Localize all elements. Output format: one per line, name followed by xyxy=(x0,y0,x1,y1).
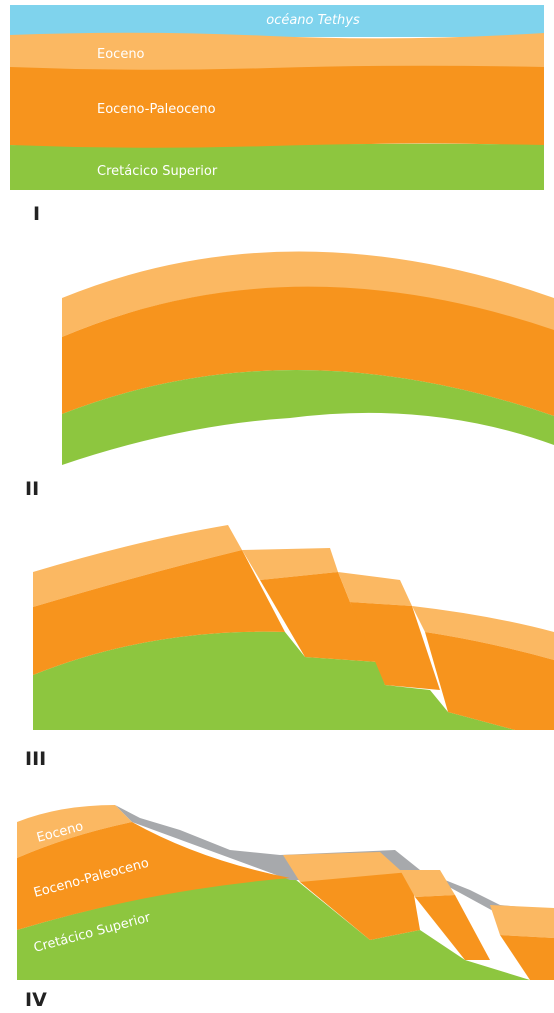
panel-label: IV xyxy=(25,989,47,1011)
eocene-layer xyxy=(412,606,554,660)
panel-1: océano Tethys Eoceno Eoceno-Paleoceno Cr… xyxy=(10,5,544,225)
eocene-paleocene-layer xyxy=(62,286,554,416)
eocene-paleocene-layer xyxy=(500,935,554,980)
eocene-paleocene-layer xyxy=(300,872,420,940)
eocene-layer xyxy=(490,905,554,938)
eocene-layer xyxy=(62,251,554,337)
eocene-paleocene-layer xyxy=(17,822,290,930)
layer-label: Eoceno xyxy=(97,47,145,62)
panel-2: II xyxy=(25,251,554,500)
eocene-paleocene-layer xyxy=(350,602,440,690)
layer-label: Eoceno-Paleoceno xyxy=(97,102,216,117)
eocene-layer xyxy=(17,805,132,858)
cretaceous-layer xyxy=(10,143,544,190)
eocene-paleocene-layer xyxy=(260,572,378,662)
panel-3: III xyxy=(25,525,554,770)
cretaceous-layer xyxy=(33,631,515,730)
eocene-paleocene-layer xyxy=(10,65,544,152)
eocene-layer xyxy=(10,32,544,73)
panel-label: II xyxy=(25,478,39,500)
cretaceous-layer xyxy=(17,875,530,980)
ocean-label: océano Tethys xyxy=(266,13,360,28)
panel-4: Eoceno Eoceno-Paleoceno Cretácico Superi… xyxy=(17,805,554,1011)
eocene-layer xyxy=(400,870,455,897)
ocean-layer xyxy=(10,5,544,37)
panel-label: I xyxy=(33,203,40,225)
cretaceous-layer xyxy=(62,369,554,465)
eocene-paleocene-layer xyxy=(415,895,490,960)
eocene-layer xyxy=(33,525,242,607)
eocene-paleocene-layer xyxy=(33,550,285,675)
eocene-layer xyxy=(242,548,338,580)
layer-label: Cretácico Superior xyxy=(97,164,218,179)
eocene-layer xyxy=(283,852,410,882)
panel-label: III xyxy=(25,748,46,770)
eocene-paleocene-layer xyxy=(425,632,554,730)
eocene-layer xyxy=(338,572,412,606)
